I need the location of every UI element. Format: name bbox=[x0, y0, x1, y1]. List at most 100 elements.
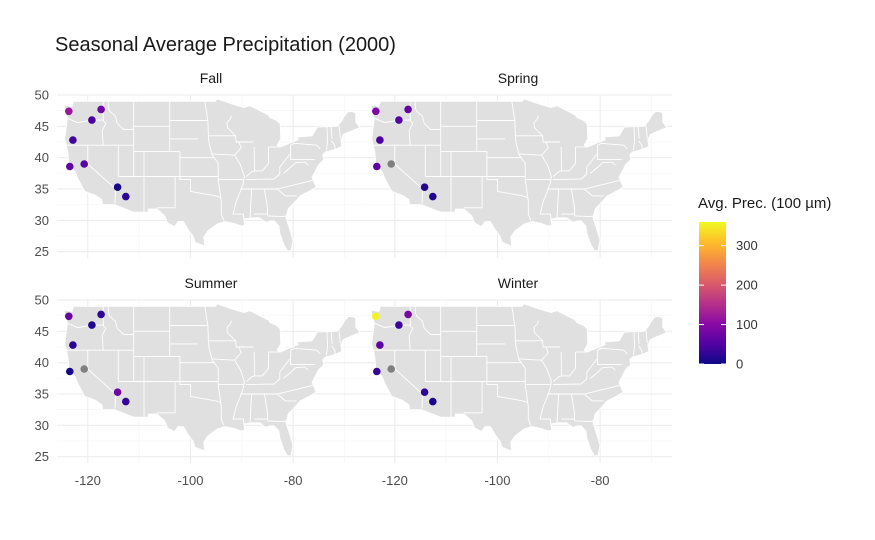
state-border bbox=[245, 153, 291, 181]
state-border bbox=[330, 126, 333, 139]
state-border bbox=[240, 384, 317, 395]
color-legend: Avg. Prec. (100 µm) 0 100 200 300 bbox=[698, 195, 831, 372]
legend-title: Avg. Prec. (100 µm) bbox=[698, 195, 831, 212]
state-border bbox=[533, 115, 561, 143]
station-point bbox=[65, 312, 73, 321]
us-basemap bbox=[370, 303, 668, 457]
station-point bbox=[395, 321, 403, 329]
state-border bbox=[330, 331, 333, 344]
facet-panel-winter: Winter -120 -100 -80 bbox=[364, 275, 672, 488]
y-tick-label: 50 bbox=[35, 293, 49, 308]
state-border bbox=[326, 126, 328, 151]
station-points bbox=[372, 310, 437, 406]
facet-label: Winter bbox=[498, 275, 539, 291]
state-border bbox=[331, 345, 336, 355]
y-tick-label: 45 bbox=[35, 324, 49, 339]
station-point bbox=[65, 107, 73, 116]
y-tick-label: 25 bbox=[35, 449, 49, 464]
station-point bbox=[122, 397, 130, 406]
state-border bbox=[414, 306, 441, 335]
station-point bbox=[69, 341, 77, 349]
facet-panel-spring: Spring bbox=[364, 70, 672, 258]
state-border bbox=[290, 350, 315, 366]
state-border bbox=[226, 320, 254, 348]
state-border bbox=[338, 329, 341, 344]
state-border bbox=[574, 418, 593, 423]
us-outline bbox=[370, 98, 668, 252]
state-border bbox=[107, 101, 134, 130]
state-border bbox=[267, 418, 286, 423]
y-tick-label: 30 bbox=[35, 418, 49, 433]
legend-tick-label: 100 bbox=[736, 317, 758, 332]
station-point bbox=[429, 192, 437, 201]
state-border bbox=[463, 176, 483, 209]
state-border bbox=[638, 345, 643, 355]
state-border bbox=[408, 101, 414, 146]
station-point bbox=[88, 116, 96, 124]
state-border bbox=[240, 179, 317, 190]
state-border bbox=[583, 188, 604, 197]
state-border bbox=[590, 366, 616, 379]
state-border bbox=[101, 306, 107, 351]
state-border bbox=[276, 188, 297, 197]
state-border bbox=[552, 358, 598, 386]
facet-panels: Fall 25 30 35 40 45 50 Spring Summer 25 30 35 40 45 50… bbox=[35, 70, 672, 488]
state-border bbox=[633, 126, 635, 151]
y-tick-label: 40 bbox=[35, 355, 49, 370]
facet-panel-fall: Fall 25 30 35 40 45 50 bbox=[35, 70, 365, 259]
station-point bbox=[404, 105, 412, 114]
state-border bbox=[374, 117, 411, 124]
station-point bbox=[373, 162, 381, 171]
station-point bbox=[69, 136, 77, 144]
state-border bbox=[574, 213, 593, 218]
state-border bbox=[114, 393, 116, 409]
state-border bbox=[561, 147, 576, 172]
state-border bbox=[511, 101, 532, 221]
facet-label: Spring bbox=[498, 70, 538, 86]
state-border bbox=[290, 145, 315, 161]
station-point bbox=[122, 192, 130, 201]
us-basemap bbox=[63, 98, 361, 252]
state-border bbox=[597, 145, 622, 161]
chart-title: Seasonal Average Precipitation (2000) bbox=[55, 34, 396, 56]
station-point bbox=[376, 136, 384, 144]
facet-panel-summer: Summer 25 30 35 40 45 50 -120 -100 -80 bbox=[35, 275, 365, 488]
legend-tick-label: 300 bbox=[736, 238, 758, 253]
state-border bbox=[633, 331, 635, 356]
state-border bbox=[114, 188, 116, 204]
state-border bbox=[547, 179, 624, 190]
state-border bbox=[67, 322, 104, 329]
station-points bbox=[65, 105, 130, 201]
state-border bbox=[254, 147, 269, 172]
state-border bbox=[267, 213, 286, 218]
state-border bbox=[637, 126, 640, 139]
y-tick-label: 25 bbox=[35, 244, 49, 259]
x-tick-label: -120 bbox=[382, 473, 408, 488]
state-border bbox=[226, 115, 254, 143]
state-border bbox=[133, 306, 170, 332]
station-point bbox=[372, 107, 380, 116]
state-border bbox=[597, 142, 628, 150]
state-border bbox=[156, 381, 176, 414]
y-tick-label: 40 bbox=[35, 150, 49, 165]
station-point bbox=[420, 388, 429, 396]
station-points bbox=[372, 105, 437, 201]
state-border bbox=[421, 188, 423, 204]
state-border bbox=[246, 146, 256, 177]
facet-label: Summer bbox=[185, 275, 238, 291]
state-border bbox=[290, 142, 321, 150]
state-border bbox=[486, 356, 529, 404]
state-border bbox=[283, 366, 309, 379]
state-border bbox=[553, 146, 563, 177]
state-border bbox=[326, 331, 328, 356]
state-border bbox=[638, 140, 643, 150]
x-tick-label: -80 bbox=[591, 473, 610, 488]
state-border bbox=[374, 322, 411, 329]
station-point bbox=[387, 160, 395, 168]
station-point bbox=[113, 183, 122, 191]
y-tick-label: 30 bbox=[35, 213, 49, 228]
legend-colorbar bbox=[699, 222, 726, 364]
y-tick-label: 35 bbox=[35, 387, 49, 402]
x-tick-label: -100 bbox=[484, 473, 510, 488]
